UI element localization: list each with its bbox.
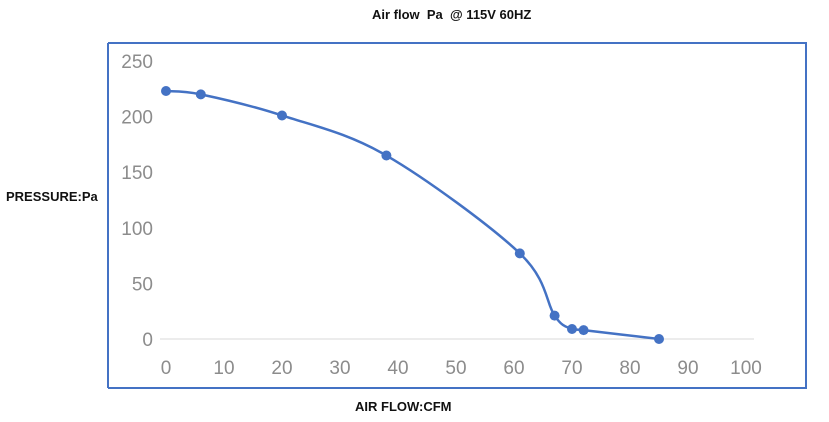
y-tick-label: 0 — [142, 330, 153, 351]
y-axis-label: PRESSURE:Pa — [6, 189, 98, 204]
y-tick-labels: 0 50 100 150 200 250 — [121, 52, 153, 351]
data-point — [277, 110, 287, 121]
x-tick-label: 20 — [271, 358, 292, 379]
x-tick-label: 80 — [619, 358, 640, 379]
y-tick-label: 250 — [121, 52, 153, 73]
data-point — [578, 325, 589, 336]
data-point — [654, 334, 664, 344]
y-tick-label: 150 — [121, 163, 153, 184]
plot-frame — [107, 42, 807, 389]
x-tick-label: 40 — [387, 358, 408, 379]
y-tick-label: 100 — [121, 219, 153, 240]
chart-title: Air flow Pa @ 115V 60HZ — [372, 7, 532, 22]
x-tick-label: 50 — [445, 358, 466, 379]
y-tick-label: 200 — [121, 108, 153, 129]
data-point — [567, 323, 577, 334]
x-axis-label: AIR FLOW:CFM — [355, 399, 452, 414]
x-tick-label: 10 — [213, 358, 234, 379]
y-tick-label: 50 — [132, 274, 153, 295]
data-point — [381, 150, 392, 161]
x-tick-label: 0 — [161, 358, 172, 379]
x-tick-label: 60 — [503, 358, 524, 379]
x-tick-labels: 0 10 20 30 40 50 60 70 80 90 100 — [161, 358, 762, 379]
x-tick-label: 100 — [730, 358, 762, 379]
x-tick-label: 90 — [677, 358, 698, 379]
data-point — [514, 248, 525, 259]
series-line — [164, 89, 661, 341]
data-point — [161, 86, 171, 97]
data-points — [161, 86, 664, 344]
x-tick-label: 30 — [329, 358, 350, 379]
data-point — [549, 310, 560, 321]
x-tick-label: 70 — [561, 358, 582, 379]
data-point — [195, 89, 206, 100]
